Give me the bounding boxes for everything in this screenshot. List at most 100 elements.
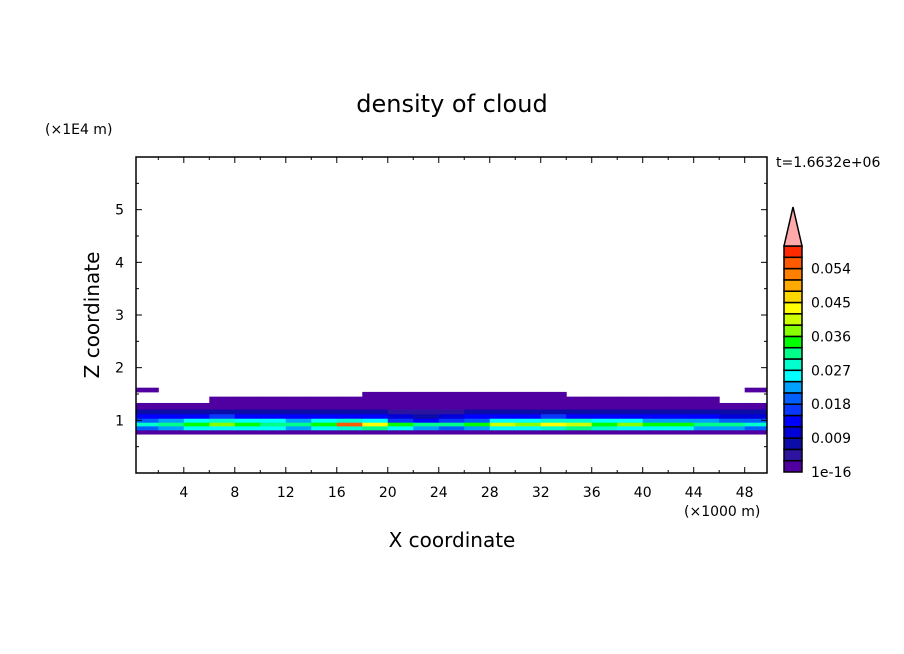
- contour-cell: [158, 418, 185, 423]
- contour-cell: [311, 429, 338, 435]
- contour-cell: [209, 413, 236, 419]
- contour-cell: [617, 418, 644, 423]
- contour-cell: [540, 409, 567, 415]
- contour-cell: [642, 413, 669, 419]
- contour-cell: [566, 402, 593, 410]
- contour-cell: [136, 402, 159, 410]
- contour-cell: [464, 429, 491, 435]
- contour-cell: [566, 396, 593, 404]
- contour-cell: [540, 429, 567, 435]
- contour-cell: [136, 422, 159, 427]
- contour-cell: [540, 396, 567, 404]
- contour-cell: [438, 425, 465, 431]
- colorbar-label: 1e-16: [811, 465, 851, 481]
- x-tick-label: 48: [736, 485, 754, 501]
- contour-cell: [362, 402, 389, 410]
- contour-cell: [183, 402, 210, 410]
- contour-cell: [438, 422, 465, 427]
- contour-cell: [617, 425, 644, 431]
- contour-cell: [362, 422, 389, 427]
- contour-cell: [234, 402, 261, 410]
- y-tick-label: 5: [115, 203, 124, 219]
- contour-cell: [438, 391, 465, 398]
- contour-cell: [591, 429, 618, 435]
- contour-cell: [209, 425, 236, 431]
- contour-cell: [136, 418, 159, 423]
- contour-cell: [591, 409, 618, 415]
- colorbar-label: 0.054: [811, 262, 851, 278]
- contour-cell: [336, 409, 363, 415]
- contour-cell: [566, 413, 593, 419]
- contour-cell: [515, 429, 542, 435]
- contour-cell: [413, 429, 440, 435]
- contour-cell: [489, 396, 516, 404]
- contour-cell: [413, 409, 440, 415]
- contour-cell: [464, 413, 491, 419]
- contour-cell: [285, 396, 312, 404]
- contour-cell: [158, 413, 185, 419]
- contour-cell: [209, 418, 236, 423]
- contour-cell: [387, 429, 414, 435]
- colorbar-swatch: [783, 324, 803, 338]
- contour-cell: [260, 422, 287, 427]
- contour-cell: [591, 402, 618, 410]
- x-tick-label: 32: [532, 485, 550, 501]
- contour-cell: [413, 422, 440, 427]
- contour-cell: [260, 413, 287, 419]
- contour-cell: [693, 413, 720, 419]
- contour-cell: [362, 429, 389, 435]
- contour-cell: [566, 425, 593, 431]
- contour-cell: [464, 425, 491, 431]
- contour-cell: [617, 402, 644, 410]
- contour-cell: [515, 418, 542, 423]
- contour-cell: [566, 429, 593, 435]
- contour-cell: [336, 413, 363, 419]
- colorbar-swatch: [783, 403, 803, 417]
- y-tick-label: 3: [115, 308, 124, 324]
- contour-cell: [693, 402, 720, 410]
- x-tick-label: 40: [634, 485, 652, 501]
- contour-cell: [260, 429, 287, 435]
- contour-cell: [515, 422, 542, 427]
- contour-cell: [387, 402, 414, 410]
- contour-cell: [336, 396, 363, 404]
- x-tick-label: 24: [430, 485, 448, 501]
- contour-cell: [209, 429, 236, 435]
- contour-cell: [591, 425, 618, 431]
- contour-cell: [362, 409, 389, 415]
- contour-cell: [719, 429, 746, 435]
- contour-cell: [617, 396, 644, 404]
- contour-cell: [183, 425, 210, 431]
- contour-cell: [540, 422, 567, 427]
- contour-cell: [744, 387, 768, 393]
- contour-cell: [515, 409, 542, 415]
- contour-cell: [668, 422, 695, 427]
- contour-cell: [158, 422, 185, 427]
- colorbar-swatch: [783, 448, 803, 462]
- colorbar-swatch: [783, 459, 803, 473]
- x-tick-label: 20: [379, 485, 397, 501]
- contour-cell: [642, 396, 669, 404]
- colorbar-label: 0.045: [811, 296, 851, 312]
- contour-cell: [668, 429, 695, 435]
- colorbar-swatch: [783, 290, 803, 304]
- contour-cell: [260, 418, 287, 423]
- contour-cell: [136, 413, 159, 419]
- contour-cell: [438, 409, 465, 415]
- contour-cell: [464, 391, 491, 398]
- contour-cell: [591, 413, 618, 419]
- contour-cell: [285, 413, 312, 419]
- contour-cell: [540, 402, 567, 410]
- contour-cell: [438, 418, 465, 423]
- contour-cell: [387, 396, 414, 404]
- contour-cell: [336, 425, 363, 431]
- contour-cell: [136, 425, 159, 431]
- y-unit-label: (×1E4 m): [45, 122, 112, 138]
- contour-cell: [515, 425, 542, 431]
- colorbar: 1e-16 0.009 0.018 0.027 0.036 0.045 0.054: [783, 206, 851, 481]
- contour-cell: [387, 418, 414, 423]
- colorbar-label: 0.036: [811, 329, 851, 345]
- contour-cell: [209, 396, 236, 404]
- contour-cell: [719, 425, 746, 431]
